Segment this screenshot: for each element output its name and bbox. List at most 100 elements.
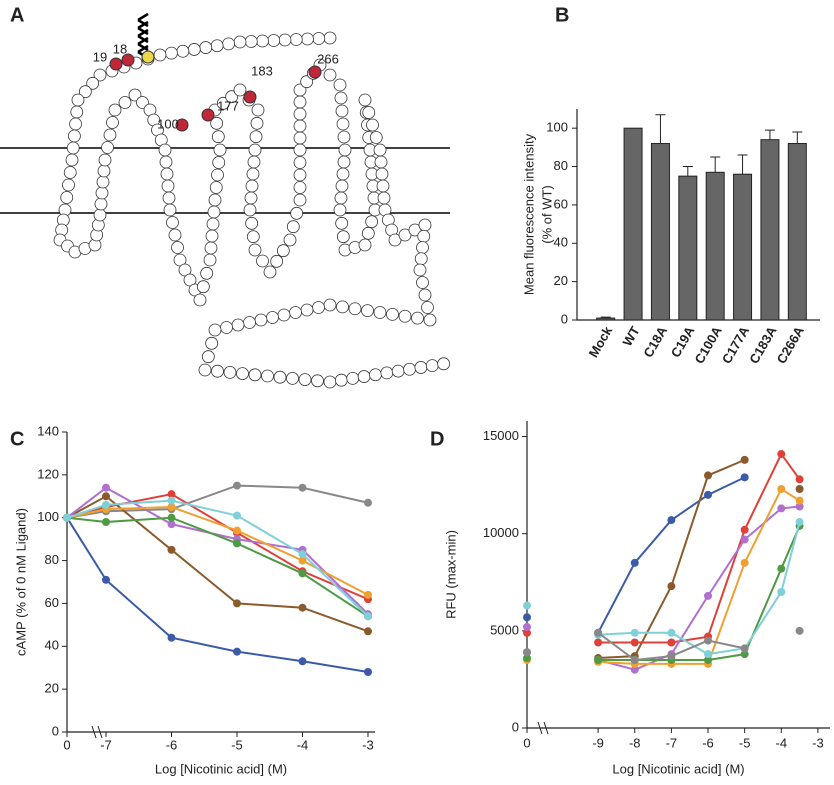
- x-tick-label: 0: [63, 737, 70, 752]
- residue: [437, 357, 451, 371]
- data-point: [233, 599, 241, 608]
- data-point: [594, 638, 603, 647]
- data-point: [777, 587, 786, 596]
- residue: [336, 167, 350, 181]
- residue: [208, 323, 222, 337]
- residue: [398, 309, 412, 323]
- y-tick-label: 5000: [490, 622, 519, 637]
- data-point: [667, 638, 676, 647]
- x-tick-label: C266A: [774, 323, 808, 366]
- data-point: [594, 655, 603, 664]
- residue-label: 19: [93, 49, 107, 64]
- residue-label: 18: [113, 41, 127, 56]
- y-tick-label: 140: [37, 423, 59, 438]
- data-point: [523, 613, 531, 622]
- residue: [243, 316, 256, 329]
- series-line: [598, 525, 801, 661]
- residue: [333, 203, 347, 217]
- data-point: [364, 498, 372, 507]
- residue: [300, 303, 314, 317]
- residue: [233, 35, 247, 49]
- residue: [312, 32, 326, 45]
- residue: [417, 229, 431, 243]
- data-point: [740, 644, 749, 653]
- residue: [323, 375, 337, 389]
- data-point: [364, 668, 372, 676]
- residue-label: 177: [217, 98, 239, 113]
- residue: [293, 119, 307, 133]
- data-point: [63, 513, 71, 522]
- y-tick-label: 40: [554, 235, 568, 250]
- residue: [293, 95, 307, 109]
- residue: [335, 216, 349, 230]
- residue: [210, 116, 224, 130]
- residue: [222, 37, 235, 51]
- data-point: [298, 569, 307, 578]
- data-point: [795, 502, 804, 511]
- residue: [334, 91, 348, 105]
- data-point: [102, 575, 110, 584]
- data-point: [630, 558, 639, 567]
- data-point: [777, 450, 786, 459]
- residue: [323, 31, 337, 45]
- data-point: [740, 455, 749, 464]
- palmitoyl-chain: [137, 28, 149, 44]
- data-point: [704, 650, 713, 659]
- residue: [246, 230, 260, 244]
- residue: [361, 304, 374, 318]
- residue: [250, 116, 264, 130]
- residue: [101, 141, 114, 154]
- residue: [346, 371, 360, 385]
- residue: [211, 130, 225, 144]
- residue: [289, 33, 303, 46]
- residue: [293, 181, 307, 194]
- y-tick-label: 100: [37, 509, 59, 524]
- data-point: [102, 492, 110, 501]
- palmitoyl-chain: [137, 36, 149, 52]
- snake-plot: [53, 31, 451, 389]
- data-point: [233, 481, 241, 490]
- residue: [211, 364, 224, 378]
- residue: [361, 226, 375, 240]
- bar: [678, 175, 698, 321]
- residue: [207, 205, 221, 219]
- y-tick-label: 80: [554, 158, 568, 173]
- axis: [526, 421, 830, 729]
- residue: [86, 76, 100, 90]
- data-point: [523, 654, 531, 663]
- residue: [375, 167, 389, 181]
- series-line: [598, 452, 801, 644]
- residue-label: 100: [157, 116, 179, 131]
- data-point: [167, 633, 176, 642]
- data-point: [298, 657, 307, 666]
- data-point: [167, 496, 176, 505]
- series-line: [66, 505, 369, 596]
- series-line: [598, 460, 799, 658]
- residue: [171, 241, 184, 254]
- x-tick-label: -3: [362, 737, 374, 752]
- residue: [69, 117, 82, 131]
- x-axis-label: Log [Nicotinic acid] (M): [155, 761, 287, 776]
- residue: [199, 41, 213, 54]
- data-point: [298, 483, 307, 492]
- error-bar: [600, 316, 611, 319]
- residue: [165, 46, 178, 60]
- series-line: [66, 495, 369, 633]
- residue: [403, 362, 416, 376]
- residue: [293, 193, 307, 207]
- data-point: [777, 564, 786, 573]
- residue: [408, 223, 422, 237]
- error-bar: [764, 129, 775, 140]
- residue: [71, 93, 85, 107]
- data-point: [630, 655, 639, 664]
- y-tick-label: 40: [45, 638, 59, 653]
- residue: [416, 241, 429, 254]
- palmitoyl-chain: [137, 12, 149, 28]
- residue: [256, 254, 269, 268]
- residue: [413, 263, 427, 277]
- residue: [233, 83, 247, 97]
- x-axis-label: Log [Nicotinic acid] (M): [612, 761, 744, 776]
- residue: [231, 318, 245, 332]
- bar: [760, 139, 780, 321]
